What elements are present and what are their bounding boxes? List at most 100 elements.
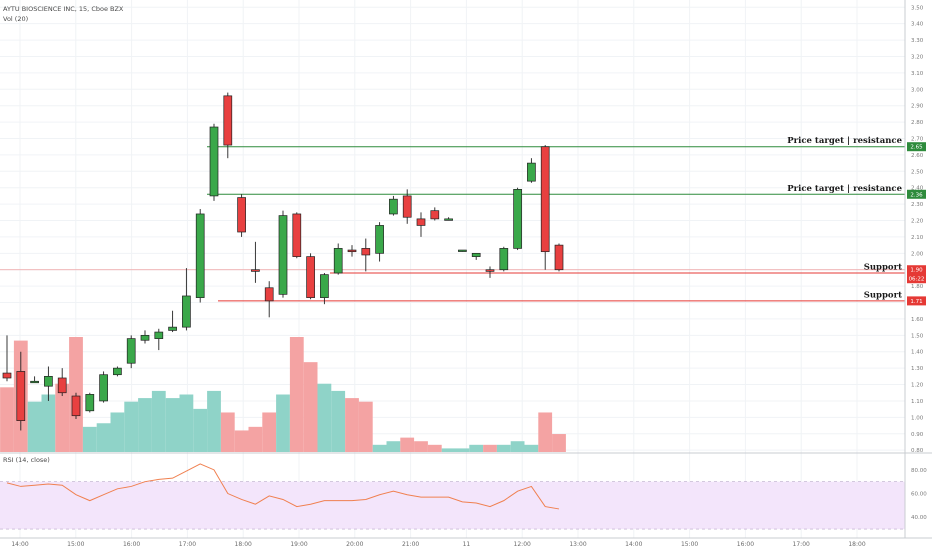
volume-bar — [427, 444, 442, 452]
candle-up — [113, 367, 122, 376]
time-tick-label: 18:00 — [848, 541, 865, 548]
price-tick-label: 0.80 — [911, 448, 924, 454]
volume-bar — [248, 426, 263, 452]
price-tick-label: 1.00 — [911, 415, 924, 421]
candle-down — [2, 372, 12, 379]
rsi-band — [0, 481, 905, 530]
grid — [0, 0, 905, 538]
candle-up — [154, 331, 164, 339]
volume-bar — [469, 444, 484, 452]
price-tick-label: 1.80 — [911, 284, 924, 290]
volume-bar — [165, 398, 180, 452]
time-tick-label: 18:00 — [235, 541, 252, 548]
candle-up — [140, 334, 150, 341]
volume-bar — [538, 412, 553, 452]
volume-bar — [27, 401, 42, 452]
candle-up — [209, 126, 219, 197]
time-tick-label: 19:00 — [290, 541, 307, 548]
candle-down — [402, 195, 412, 218]
candle-up — [182, 295, 191, 328]
candle-up — [513, 189, 522, 249]
price-tick-label: 2.90 — [911, 104, 924, 110]
volume-bar — [483, 444, 497, 452]
annotation-text: Price target | resistance — [787, 136, 902, 146]
candle-up — [168, 326, 177, 331]
volume-bar — [345, 398, 359, 452]
volume-bar — [110, 412, 125, 452]
candle-down — [430, 210, 440, 220]
volume-bar — [552, 434, 566, 452]
volume-bar — [234, 430, 249, 452]
volume-bar — [524, 444, 539, 452]
price-badge-text: 1.71 — [910, 299, 922, 305]
price-tick-label: 1.30 — [911, 366, 924, 372]
volume-bar — [138, 398, 152, 452]
volume-bar — [179, 394, 194, 452]
price-badge-text: 2.65 — [910, 145, 923, 151]
price-tick-label: 3.40 — [911, 22, 924, 28]
annotation-text: Support — [864, 290, 902, 300]
candle-up — [195, 213, 205, 298]
price-tick-label: 2.60 — [911, 153, 924, 159]
volume-bar — [386, 441, 401, 452]
time-tick-label: 17:00 — [793, 541, 810, 548]
volume-bar — [400, 437, 415, 452]
price-tick-label: 3.10 — [911, 71, 924, 77]
candle-up — [527, 162, 536, 182]
volume-bar — [0, 387, 14, 452]
volume-bar — [124, 401, 139, 452]
volume-bars — [0, 337, 566, 452]
price-tick-label: 1.20 — [911, 383, 924, 389]
candle-down — [554, 244, 564, 271]
price-tick-label: 3.00 — [911, 87, 924, 93]
time-tick-label: 12:00 — [514, 541, 531, 548]
candle-down — [264, 287, 274, 302]
volume-bar — [372, 444, 387, 452]
volume-bar — [289, 337, 304, 452]
volume-bar — [193, 408, 208, 452]
candle-down — [361, 248, 371, 256]
price-tick-label: 1.40 — [911, 350, 924, 356]
rsi-line — [6, 463, 560, 510]
candle-down — [16, 371, 26, 421]
candle-up — [333, 248, 343, 274]
candle-down — [540, 146, 550, 253]
price-badge — [907, 142, 926, 152]
price-tick-label: 2.30 — [911, 202, 924, 208]
price-tick-label: 3.30 — [911, 38, 924, 44]
candle-up — [126, 338, 136, 364]
candle-down — [292, 213, 302, 257]
rsi-pane: 80.00 60.00 40.00 — [0, 463, 927, 530]
price-tick-label: 2.40 — [911, 186, 924, 192]
price-tick-label: 1.60 — [911, 317, 924, 323]
price-tick-label: 2.70 — [911, 137, 924, 143]
volume-bar — [276, 394, 290, 452]
annotation-text: Price target | resistance — [787, 184, 902, 194]
price-tick-label: 2.80 — [911, 120, 924, 126]
current-price-badge — [907, 265, 926, 284]
volume-bar — [262, 412, 277, 452]
candle-up — [44, 375, 53, 387]
time-tick-label: 15:00 — [681, 541, 698, 548]
volume-bar — [317, 383, 332, 452]
price-badge — [907, 296, 926, 306]
current-price-text: 1.90 — [910, 268, 923, 274]
candle-down — [485, 269, 495, 272]
volume-bar — [441, 448, 456, 452]
volume-bar — [220, 412, 235, 452]
candle-down — [416, 218, 426, 226]
candle-down — [223, 95, 233, 146]
time-tick-label: 16:00 — [123, 541, 140, 548]
rsi-tick-label: 40.00 — [911, 515, 927, 521]
candle-up — [320, 274, 329, 298]
price-badge — [907, 189, 926, 199]
price-tick-label: 2.10 — [911, 235, 924, 241]
rsi-legend: RSI (14, close) — [3, 456, 50, 464]
price-tick-label: 1.10 — [911, 399, 924, 405]
annotation-lines — [0, 146, 905, 302]
price-tick-label: 3.50 — [911, 5, 924, 11]
volume-bar — [55, 383, 70, 452]
time-tick-label: 21:00 — [402, 541, 419, 548]
